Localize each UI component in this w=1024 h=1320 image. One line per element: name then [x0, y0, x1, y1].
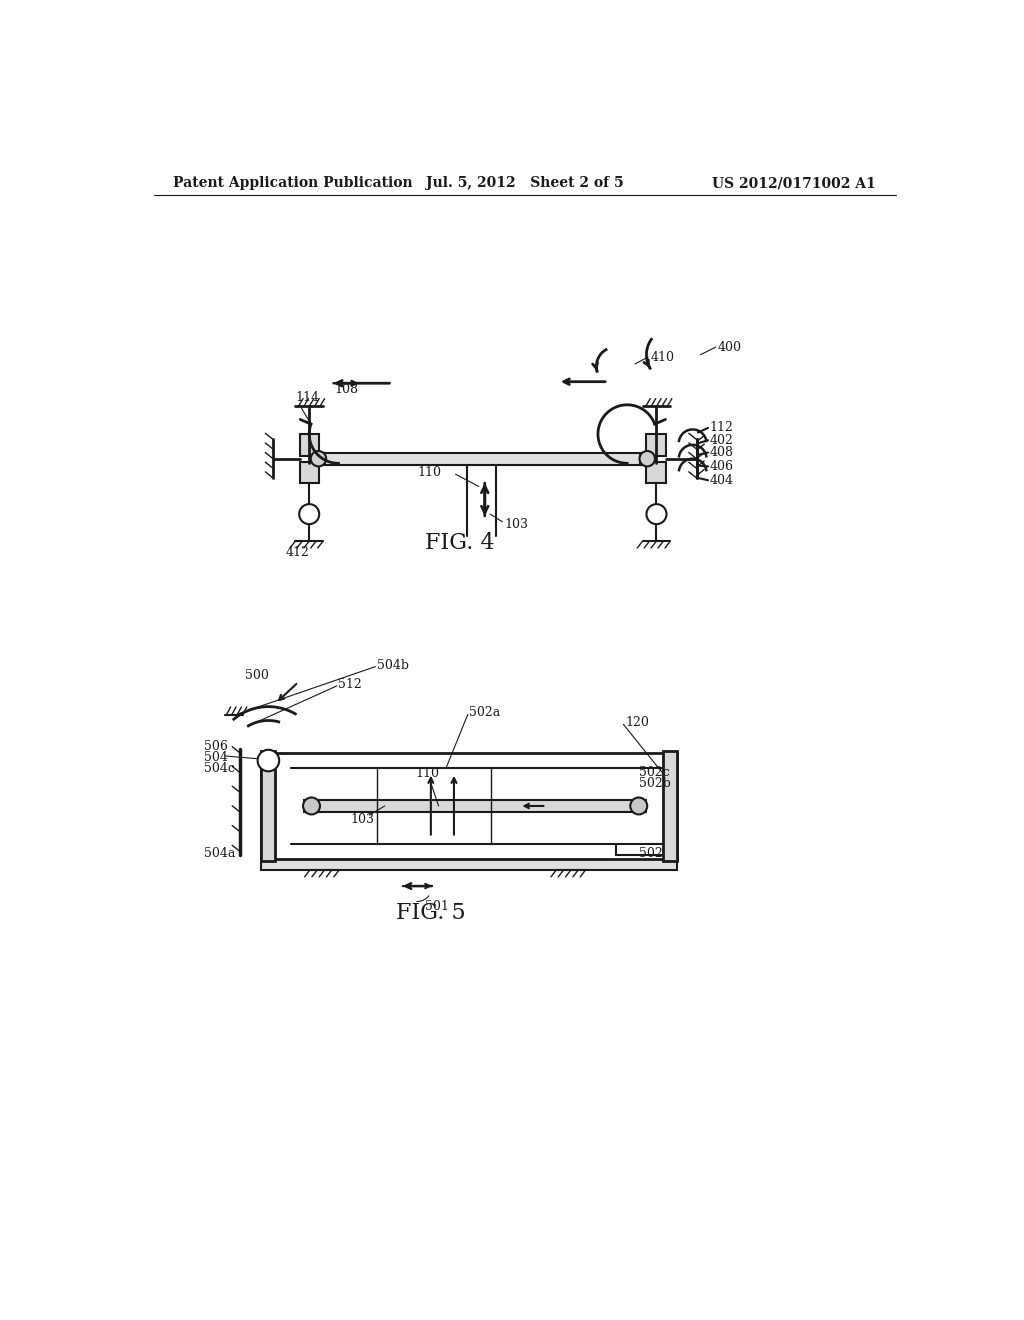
Text: 103: 103: [350, 813, 374, 826]
Text: 408: 408: [710, 446, 733, 459]
Text: Patent Application Publication: Patent Application Publication: [173, 176, 413, 190]
Text: 110: 110: [416, 767, 439, 780]
Bar: [261, 751, 275, 861]
Bar: [646, 434, 666, 455]
Bar: [311, 453, 326, 465]
Text: 512: 512: [339, 677, 362, 690]
Text: 108: 108: [335, 383, 358, 396]
Bar: [646, 462, 666, 483]
Text: 404: 404: [710, 474, 733, 487]
Text: 502: 502: [639, 847, 663, 861]
Text: 114: 114: [296, 391, 319, 404]
Text: 103: 103: [504, 517, 528, 531]
Text: 502a: 502a: [469, 706, 501, 719]
Text: US 2012/0171002 A1: US 2012/0171002 A1: [712, 176, 876, 190]
Text: 110: 110: [417, 466, 441, 479]
Circle shape: [646, 504, 667, 524]
Circle shape: [258, 750, 280, 771]
Text: 500: 500: [245, 669, 268, 682]
Text: 406: 406: [710, 459, 733, 473]
Circle shape: [640, 451, 655, 466]
Text: FIG. 5: FIG. 5: [396, 902, 466, 924]
Bar: [640, 453, 654, 465]
Bar: [304, 800, 646, 812]
Text: 504a: 504a: [204, 847, 236, 861]
Circle shape: [299, 504, 319, 524]
Bar: [300, 434, 319, 455]
Text: 504c: 504c: [204, 762, 234, 775]
Text: 502b: 502b: [639, 777, 671, 791]
Text: 112: 112: [710, 421, 733, 434]
Text: 501: 501: [425, 900, 449, 913]
Text: 402: 402: [710, 434, 733, 446]
Text: 412: 412: [286, 546, 310, 560]
Bar: [664, 751, 677, 861]
Text: 502c: 502c: [639, 766, 670, 779]
Bar: [300, 462, 319, 483]
Text: 400: 400: [718, 341, 742, 354]
Circle shape: [631, 797, 647, 814]
Text: 506: 506: [204, 741, 227, 754]
Text: FIG. 4: FIG. 4: [425, 532, 495, 554]
Text: 120: 120: [626, 717, 649, 730]
Bar: [261, 859, 677, 870]
Bar: [323, 453, 643, 465]
Text: 504b: 504b: [377, 659, 409, 672]
Text: 504: 504: [204, 751, 227, 764]
Text: 410: 410: [650, 351, 675, 363]
Circle shape: [303, 797, 319, 814]
Bar: [261, 752, 677, 859]
Text: Jul. 5, 2012   Sheet 2 of 5: Jul. 5, 2012 Sheet 2 of 5: [426, 176, 624, 190]
Circle shape: [310, 451, 326, 466]
